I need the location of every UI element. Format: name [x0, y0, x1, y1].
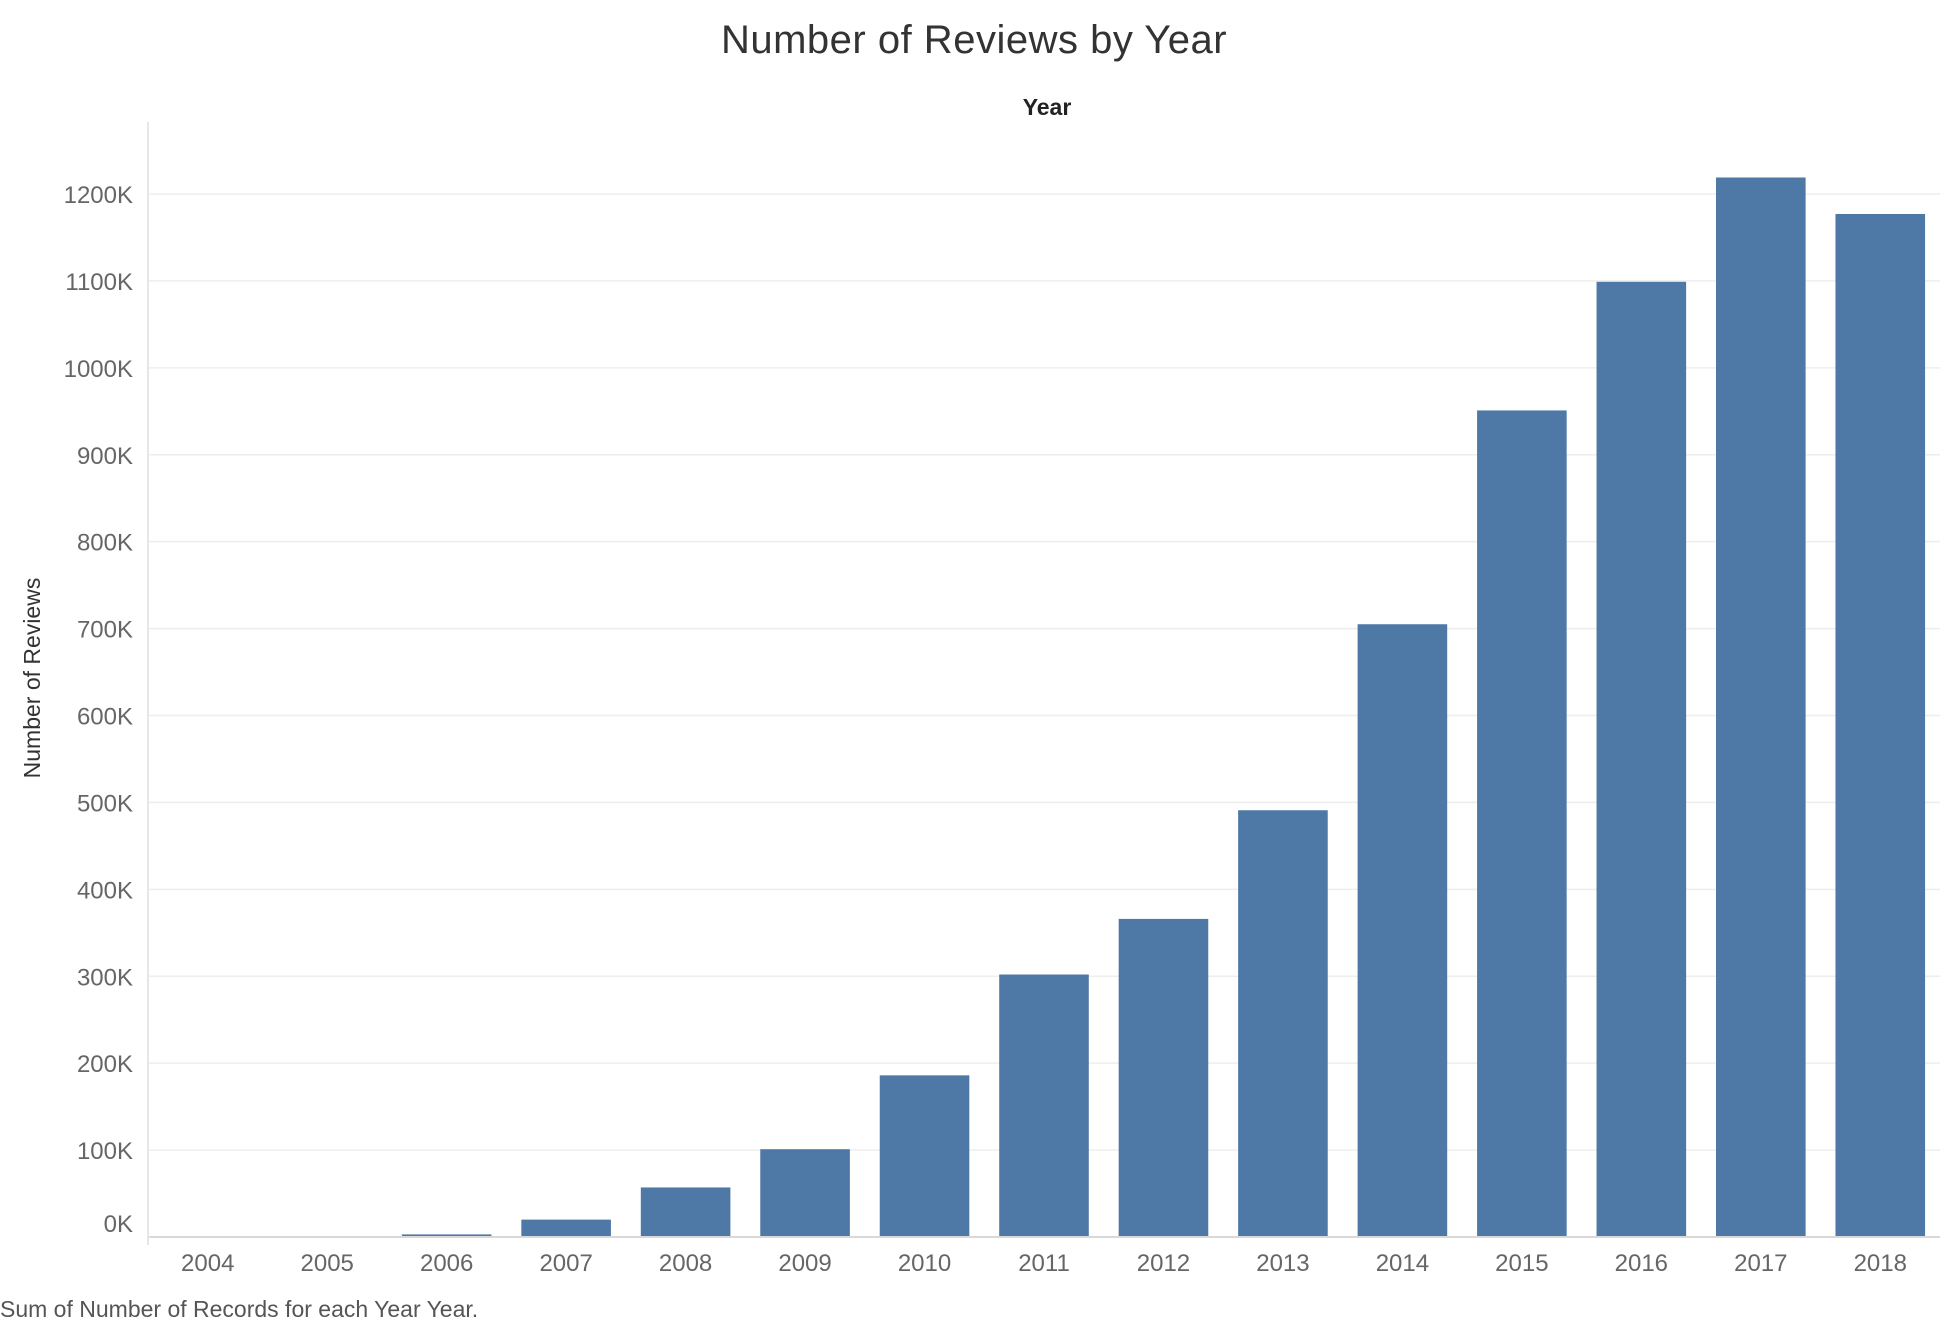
x-axis-ticks: 2004 2005 2006 2007 2008 2009 2010 2011 2012 2013…	[181, 1250, 1907, 1277]
x-tick-label: 2005	[301, 1250, 354, 1277]
x-tick-label: 2008	[659, 1250, 712, 1277]
bar-2015[interactable]	[1477, 410, 1567, 1237]
footer-caption: Sum of Number of Records for each Year Y…	[0, 1296, 479, 1322]
y-axis-ticks: 0K 100K 200K 300K 400K 500K 600K 700K 800K 900K 10…	[64, 182, 133, 1238]
x-tick-label: 2006	[420, 1250, 473, 1277]
x-tick-label: 2017	[1734, 1250, 1787, 1277]
y-tick-label: 400K	[77, 877, 133, 904]
bar-2006[interactable]	[401, 1234, 492, 1237]
y-tick-label: 500K	[77, 790, 133, 817]
bar-2017[interactable]	[1716, 177, 1806, 1237]
x-tick-label: 2018	[1854, 1250, 1907, 1277]
y-tick-label: 900K	[77, 443, 133, 470]
bar-2016[interactable]	[1596, 281, 1687, 1237]
x-tick-label: 2012	[1137, 1250, 1190, 1277]
bar-2014[interactable]	[1357, 624, 1448, 1237]
y-axis-title: Number of Reviews	[19, 578, 45, 779]
y-tick-label: 1100K	[65, 269, 133, 296]
x-tick-label: 2016	[1615, 1250, 1668, 1277]
y-tick-label: 700K	[77, 617, 133, 644]
x-tick-label: 2004	[181, 1250, 234, 1277]
x-tick-label: 2013	[1256, 1250, 1309, 1277]
y-tick-label: 600K	[77, 704, 133, 731]
y-tick-label: 200K	[77, 1051, 133, 1078]
bar-2009[interactable]	[760, 1149, 850, 1237]
bar-2008[interactable]	[640, 1187, 731, 1237]
bars	[162, 177, 1926, 1237]
y-tick-label: 300K	[77, 964, 133, 991]
x-tick-label: 2010	[898, 1250, 951, 1277]
bar-2018[interactable]	[1835, 213, 1926, 1237]
bar-2012[interactable]	[1118, 918, 1209, 1237]
y-tick-label: 1000K	[64, 356, 133, 383]
x-tick-label: 2011	[1018, 1250, 1070, 1277]
bar-2013[interactable]	[1238, 810, 1328, 1237]
bar-2007[interactable]	[521, 1219, 611, 1237]
y-tick-label: 800K	[77, 530, 133, 557]
bar-2011[interactable]	[999, 974, 1089, 1237]
y-tick-label: 100K	[77, 1138, 133, 1165]
y-tick-label: 1200K	[64, 182, 133, 209]
x-tick-label: 2007	[539, 1250, 592, 1277]
x-tick-label: 2015	[1495, 1250, 1548, 1277]
x-tick-label: 2014	[1376, 1250, 1429, 1277]
bar-2010[interactable]	[879, 1075, 970, 1237]
chart-title: Number of Reviews by Year	[720, 18, 1228, 62]
y-tick-label: 0K	[104, 1211, 133, 1238]
x-axis-header: Year	[1023, 94, 1072, 120]
x-tick-label: 2009	[778, 1250, 831, 1277]
